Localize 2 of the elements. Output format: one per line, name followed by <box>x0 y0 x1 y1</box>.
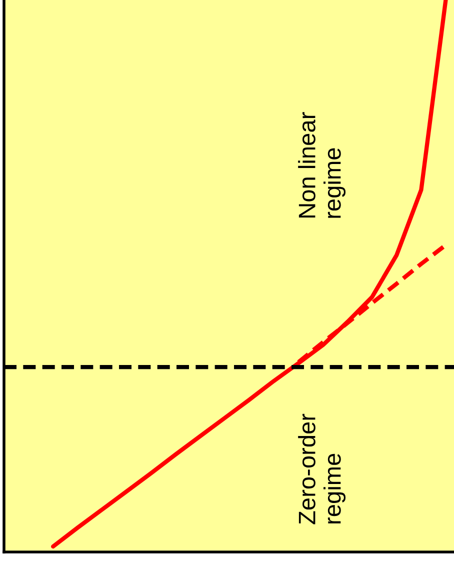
annotation: Non linear regime <box>298 112 346 218</box>
annotation: Zero-order regime <box>298 414 346 524</box>
